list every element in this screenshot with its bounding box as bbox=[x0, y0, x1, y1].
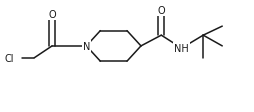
Text: O: O bbox=[157, 6, 165, 16]
Text: Cl: Cl bbox=[5, 53, 14, 63]
Text: NH: NH bbox=[174, 44, 189, 54]
Text: O: O bbox=[48, 10, 56, 19]
Text: N: N bbox=[83, 42, 90, 51]
